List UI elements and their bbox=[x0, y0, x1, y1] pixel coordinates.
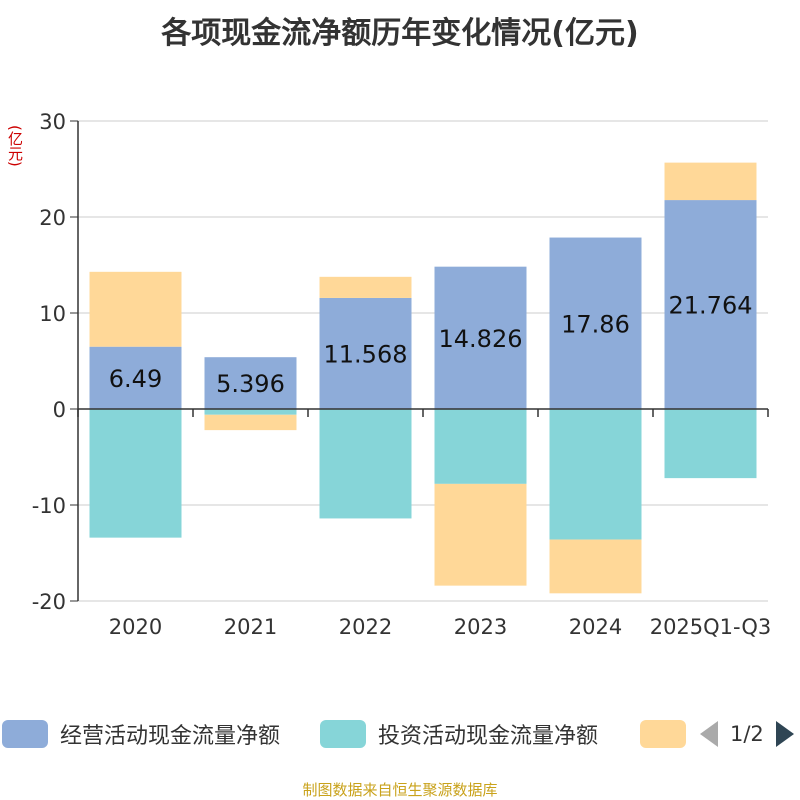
bar-financing-2021 bbox=[204, 414, 297, 431]
legend-item-investing-cash-flow[interactable]: 投资活动现金流量净额 bbox=[320, 716, 598, 752]
y-axis-unit-label: (亿元) bbox=[6, 125, 24, 167]
bar-investing-2022 bbox=[319, 409, 412, 519]
bar-financing-2024 bbox=[549, 539, 642, 594]
bar-operating-2020 bbox=[89, 346, 182, 409]
x-tick-label: 2020 bbox=[109, 615, 162, 639]
legend-swatch-financing bbox=[640, 720, 686, 748]
bar-investing-2021 bbox=[204, 409, 297, 415]
bar-financing-2023 bbox=[434, 483, 527, 586]
y-tick-label: 0 bbox=[53, 398, 66, 422]
legend-pager: 1/2 bbox=[700, 716, 794, 752]
bar-financing-2022 bbox=[319, 276, 412, 298]
x-tick-label: 2023 bbox=[454, 615, 507, 639]
data-label: 17.86 bbox=[561, 310, 630, 338]
legend-item-financing-cash-flow[interactable] bbox=[640, 716, 686, 752]
bar-financing-2025Q1-Q3 bbox=[664, 162, 757, 201]
data-label: 6.49 bbox=[109, 365, 162, 393]
legend-swatch-investing bbox=[320, 720, 366, 748]
legend-next-page-icon[interactable] bbox=[775, 721, 794, 747]
chart-plot-area: 30 20 10 0 -10 -20 6.49 5.396 11.568 14.826 17.86 2… bbox=[32, 110, 772, 639]
bar-investing-2025Q1-Q3 bbox=[664, 409, 757, 479]
bar-operating-2025Q1-Q3 bbox=[664, 200, 757, 409]
x-tick-label: 2024 bbox=[569, 615, 622, 639]
y-tick-label: 10 bbox=[39, 302, 66, 326]
bar-financing-2020 bbox=[89, 271, 182, 347]
bar-operating-2021 bbox=[204, 357, 297, 409]
x-tick-label: 2021 bbox=[224, 615, 277, 639]
bar-operating-2024 bbox=[549, 237, 642, 409]
legend-swatch-operating bbox=[2, 720, 48, 748]
chart-title: 各项现金流净额历年变化情况(亿元) bbox=[161, 16, 639, 51]
x-tick-label: 2022 bbox=[339, 615, 392, 639]
source-note: 制图数据来自恒生聚源数据库 bbox=[302, 781, 498, 799]
data-label: 14.826 bbox=[439, 325, 523, 353]
y-tick-label: -20 bbox=[32, 590, 66, 614]
legend-label-investing: 投资活动现金流量净额 bbox=[378, 724, 599, 749]
bar-investing-2023 bbox=[434, 409, 527, 484]
legend-page-indicator: 1/2 bbox=[730, 722, 764, 746]
legend-item-operating-cash-flow[interactable]: 经营活动现金流量净额 bbox=[2, 716, 280, 752]
data-label: 21.764 bbox=[669, 292, 753, 320]
legend-prev-page-icon[interactable] bbox=[700, 721, 718, 747]
bar-operating-2023 bbox=[434, 266, 527, 409]
bar-investing-2024 bbox=[549, 409, 642, 540]
bar-operating-2022 bbox=[319, 297, 412, 409]
y-tick-label: -10 bbox=[32, 494, 66, 518]
legend: 经营活动现金流量净额 投资活动现金流量净额 1/2 bbox=[0, 716, 800, 756]
legend-label-operating: 经营活动现金流量净额 bbox=[60, 724, 281, 749]
bar-investing-2020 bbox=[89, 409, 182, 538]
data-label: 11.568 bbox=[324, 340, 408, 368]
x-tick-label: 2025Q1-Q3 bbox=[650, 615, 772, 639]
y-tick-label: 20 bbox=[39, 206, 66, 230]
data-label: 5.396 bbox=[216, 370, 285, 398]
y-tick-label: 30 bbox=[39, 110, 66, 134]
